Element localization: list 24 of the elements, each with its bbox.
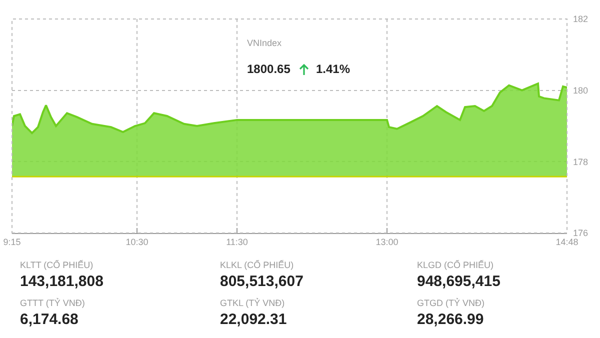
text: 143,181,808 xyxy=(20,273,104,290)
text: KLGD (CỔ PHIẾU) xyxy=(417,260,494,270)
annotation: VNIndex xyxy=(247,38,282,48)
text: GTKL (TỶ VNĐ) xyxy=(220,298,285,308)
annotation: 1800.65 xyxy=(247,62,291,76)
x-tick-label: 11:30 xyxy=(226,236,248,247)
y-tick-label: 182 xyxy=(573,14,588,24)
text: 948,695,415 xyxy=(417,273,500,290)
text: GTGD (TỶ VNĐ) xyxy=(417,298,484,308)
y-tick-label: 178 xyxy=(573,156,588,167)
y-tick-label: 176 xyxy=(573,228,588,238)
y-tick-label: 180 xyxy=(573,85,588,96)
x-tick-label: 13:00 xyxy=(376,236,398,247)
text: GTTT (TỶ VNĐ) xyxy=(20,298,85,308)
x-tick-label: 9:15 xyxy=(3,236,21,247)
text: KLKL (CỔ PHIẾU) xyxy=(220,260,294,270)
text: 28,266.99 xyxy=(417,311,484,328)
x-tick-label: 14:48 xyxy=(556,236,578,247)
x-tick-label: 10:30 xyxy=(126,236,148,247)
text: 22,092.31 xyxy=(220,311,287,328)
annotation: 1.41% xyxy=(316,62,350,76)
text: 805,513,607 xyxy=(220,273,304,290)
text: KLTT (CỔ PHIẾU) xyxy=(20,260,94,270)
text: 6,174.68 xyxy=(20,311,78,328)
